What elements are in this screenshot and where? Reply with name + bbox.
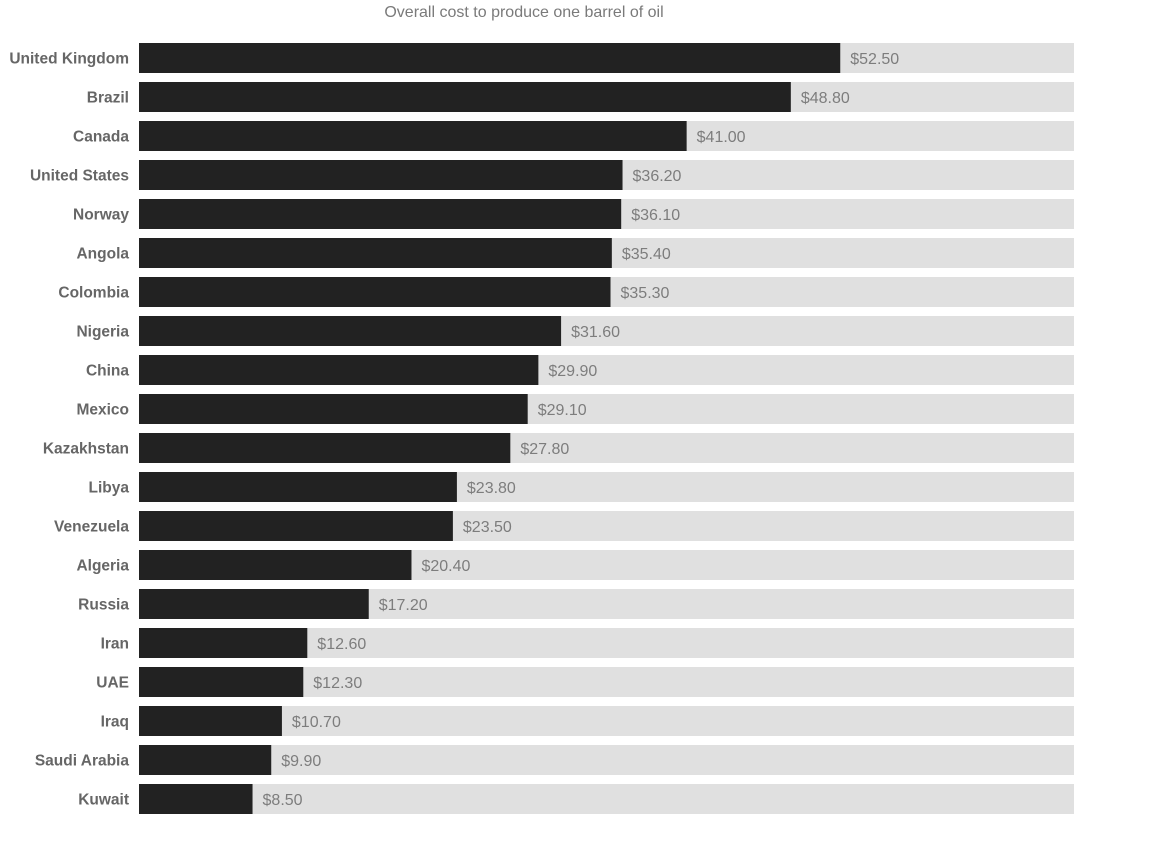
category-label: Kuwait: [78, 792, 129, 809]
value-label: $52.50: [850, 51, 899, 68]
bar: [139, 550, 412, 580]
bar: [139, 589, 369, 619]
category-label: Brazil: [87, 90, 129, 107]
bar: [139, 433, 511, 463]
bar: [139, 472, 457, 502]
bar: [139, 706, 282, 736]
category-label: Canada: [73, 129, 129, 146]
category-label: Russia: [78, 597, 129, 614]
category-label: United States: [30, 168, 129, 185]
category-label: Iran: [101, 636, 129, 653]
value-label: $31.60: [571, 324, 620, 341]
value-label: $36.20: [633, 168, 682, 185]
bar: [139, 511, 453, 541]
bar: [139, 667, 304, 697]
category-label: China: [86, 363, 129, 380]
value-label: $29.90: [548, 363, 597, 380]
category-label: Saudi Arabia: [35, 753, 130, 770]
bar: [139, 394, 528, 424]
bar-track: [139, 745, 1074, 775]
value-label: $12.60: [317, 636, 366, 653]
bar-track: [139, 706, 1074, 736]
value-label: $20.40: [421, 558, 470, 575]
value-label: $48.80: [801, 90, 850, 107]
category-label: Iraq: [101, 714, 129, 731]
value-label: $35.30: [621, 285, 670, 302]
value-label: $8.50: [263, 792, 303, 809]
category-label: Algeria: [76, 558, 129, 575]
bar: [139, 121, 687, 151]
value-label: $9.90: [281, 753, 321, 770]
bar: [139, 199, 622, 229]
category-label: Norway: [73, 207, 129, 224]
bar: [139, 277, 611, 307]
bar: [139, 43, 841, 73]
value-label: $35.40: [622, 246, 671, 263]
value-label: $27.80: [520, 441, 569, 458]
bar: [139, 784, 253, 814]
bar: [139, 316, 562, 346]
category-label: Nigeria: [76, 324, 129, 341]
bar-track: [139, 784, 1074, 814]
category-label: Libya: [89, 480, 130, 497]
value-label: $36.10: [631, 207, 680, 224]
category-label: Kazakhstan: [43, 441, 129, 458]
value-label: $23.80: [467, 480, 516, 497]
value-label: $12.30: [313, 675, 362, 692]
value-label: $17.20: [379, 597, 428, 614]
category-label: Mexico: [76, 402, 129, 419]
bar: [139, 745, 272, 775]
value-label: $23.50: [463, 519, 512, 536]
category-label: Angola: [76, 246, 129, 263]
bar: [139, 628, 308, 658]
bar: [139, 238, 612, 268]
bar: [139, 355, 539, 385]
bar: [139, 160, 623, 190]
value-label: $29.10: [538, 402, 587, 419]
category-label: Venezuela: [54, 519, 129, 536]
value-label: $10.70: [292, 714, 341, 731]
category-label: Colombia: [58, 285, 129, 302]
bar: [139, 82, 791, 112]
category-label: United Kingdom: [9, 51, 129, 68]
value-label: $41.00: [697, 129, 746, 146]
category-label: UAE: [96, 675, 129, 692]
chart-title: Overall cost to produce one barrel of oi…: [384, 4, 664, 21]
